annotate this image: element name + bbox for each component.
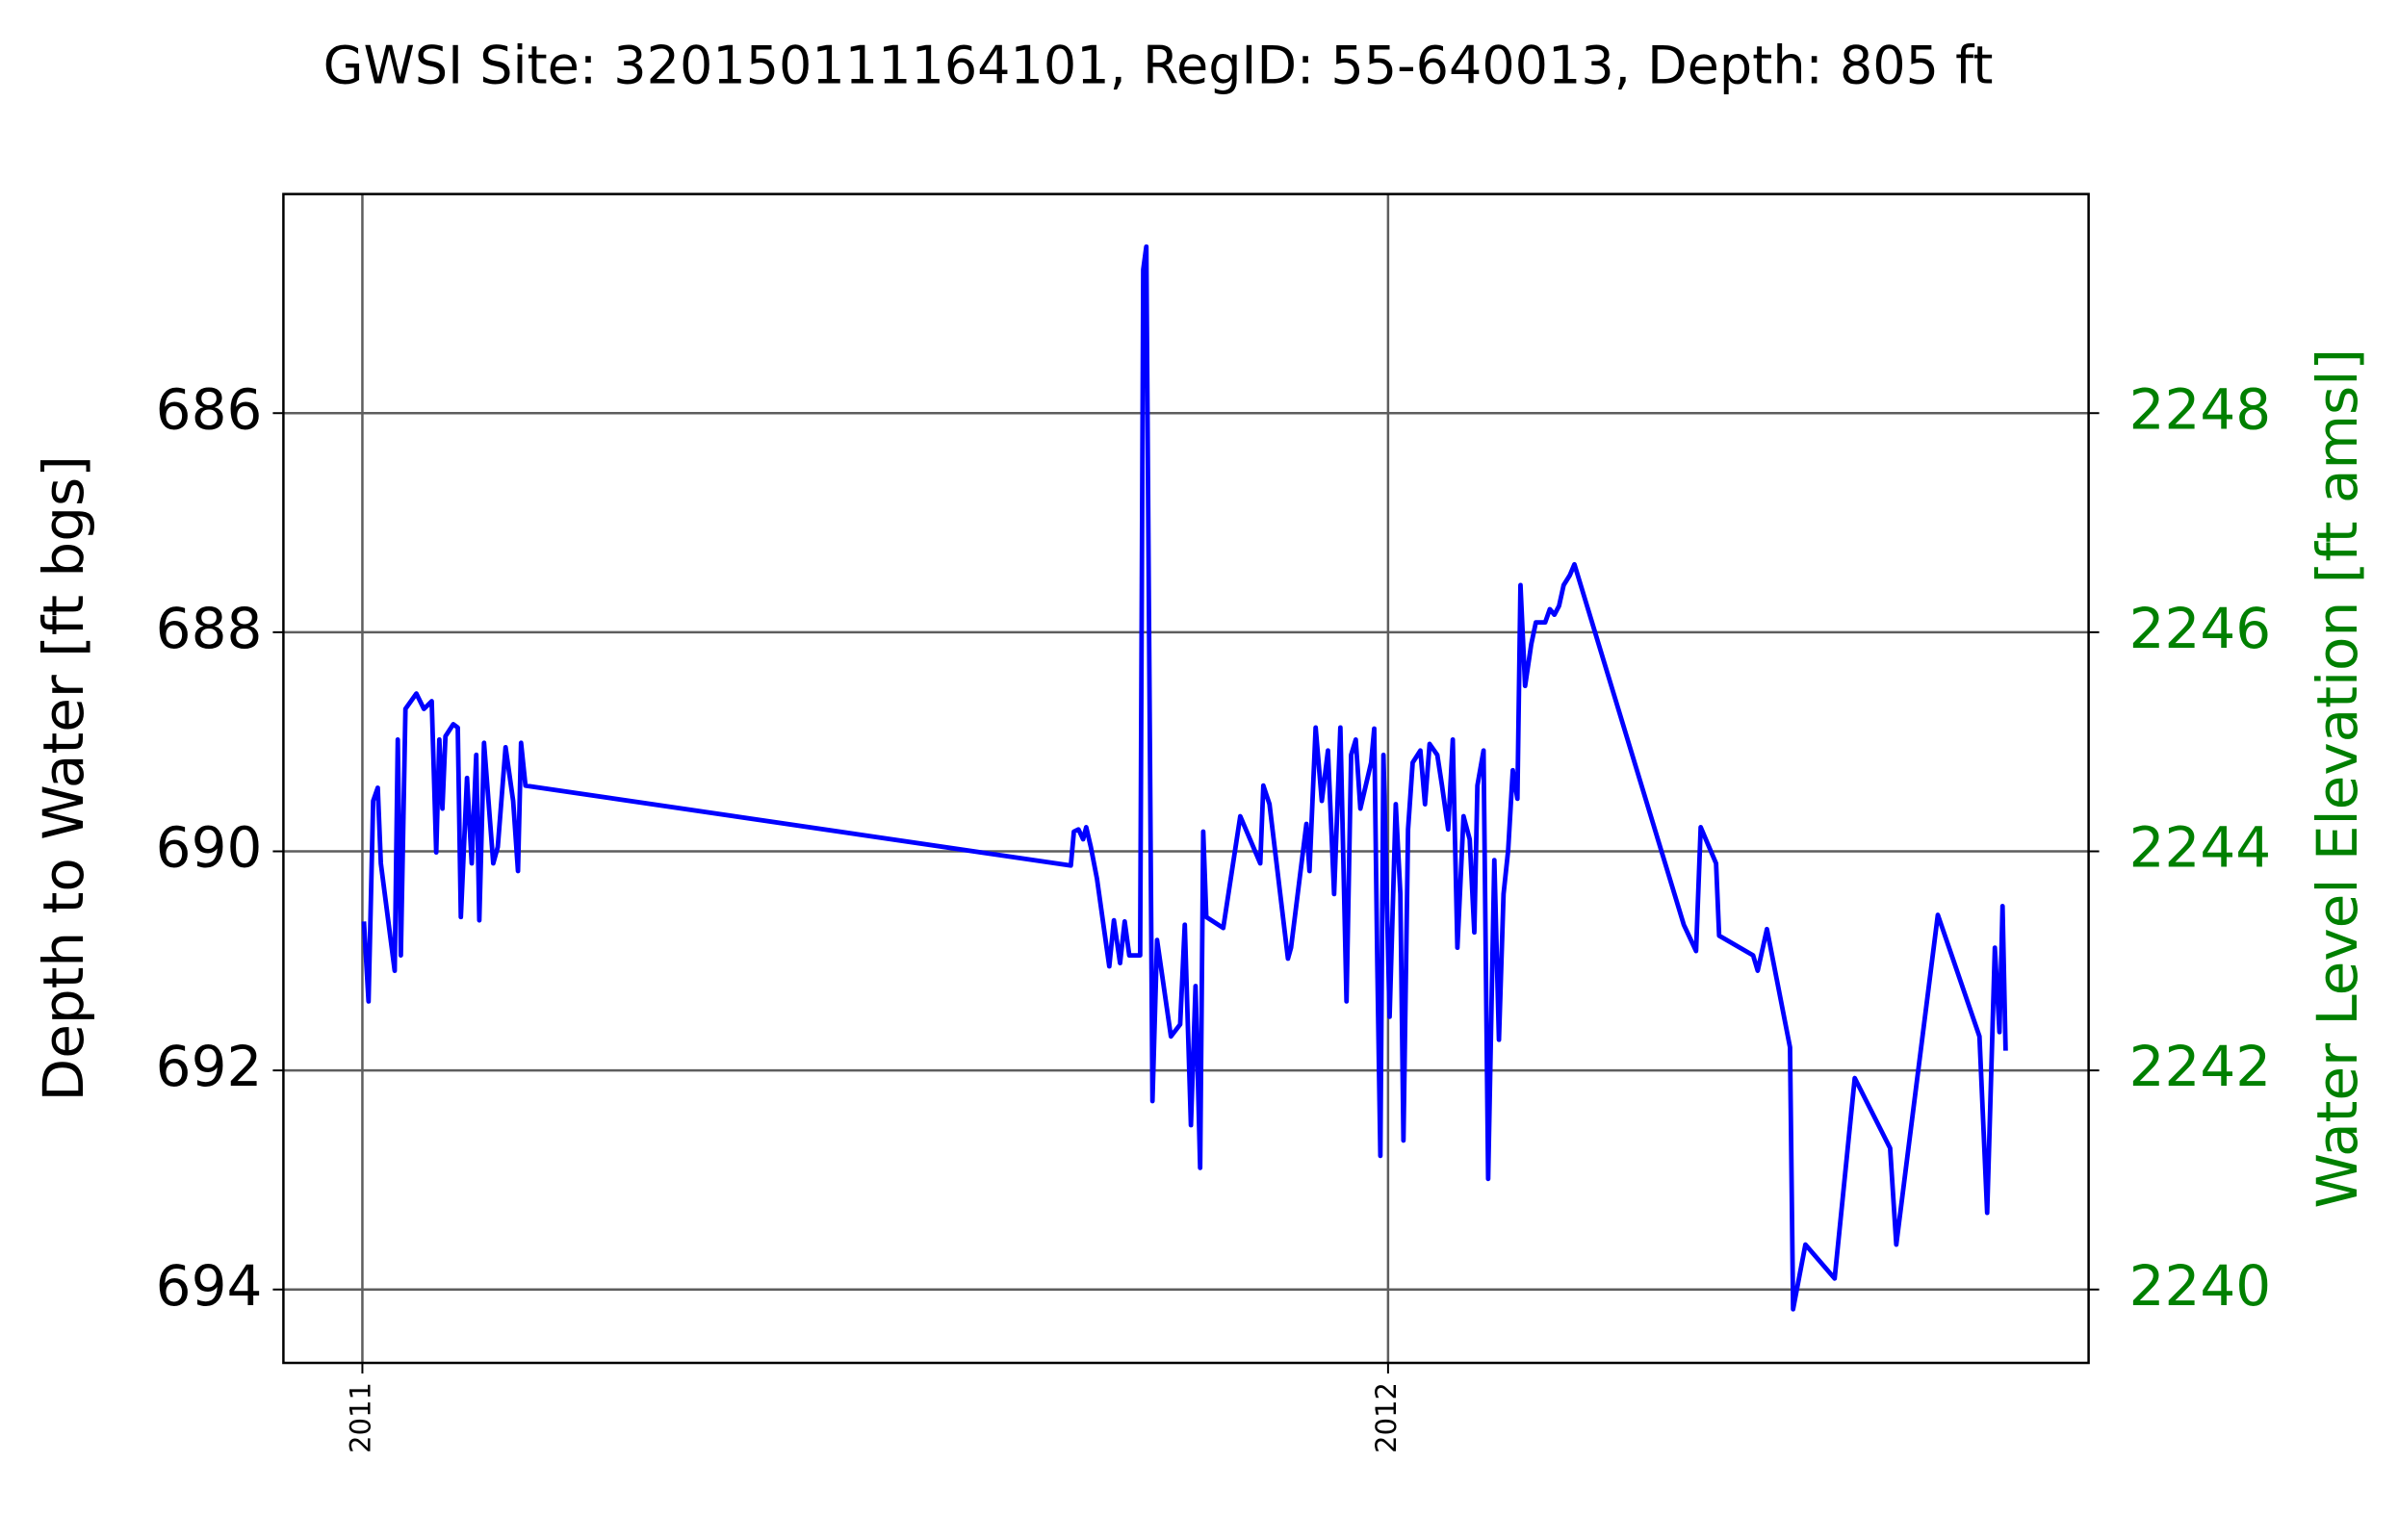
y-tick-label: 692 (156, 1034, 263, 1099)
y-tick-label: 686 (156, 376, 263, 442)
x-tick-label: 2011 (344, 1382, 376, 1453)
y2-tick-label: 2240 (2129, 1253, 2272, 1319)
y2-tick-label: 2242 (2129, 1034, 2272, 1099)
chart-title: GWSI Site: 320150111164101, RegID: 55-64… (323, 36, 1994, 96)
y-tick-label: 694 (156, 1253, 263, 1319)
y2-tick-label: 2244 (2129, 815, 2272, 881)
data-line (361, 244, 2008, 1312)
x-tick-label: 2012 (1370, 1382, 1403, 1453)
y-axis-label: Depth to Water [ft bgs] (31, 455, 96, 1101)
y2-tick-label: 2246 (2129, 596, 2272, 661)
plot-frame (282, 192, 2090, 1365)
y2-axis-label: Water Level Elevation [ft amsl] (2305, 348, 2370, 1208)
y-tick-label: 690 (156, 815, 263, 881)
y-tick-label: 688 (156, 596, 263, 661)
y2-tick-label: 2248 (2129, 376, 2272, 442)
